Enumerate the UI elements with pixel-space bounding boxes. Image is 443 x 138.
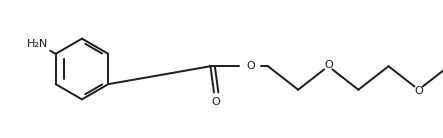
Text: O: O bbox=[212, 97, 221, 107]
Text: O: O bbox=[324, 60, 333, 70]
Text: O: O bbox=[414, 86, 423, 96]
Text: H₂N: H₂N bbox=[27, 39, 48, 49]
Text: O: O bbox=[246, 61, 255, 71]
